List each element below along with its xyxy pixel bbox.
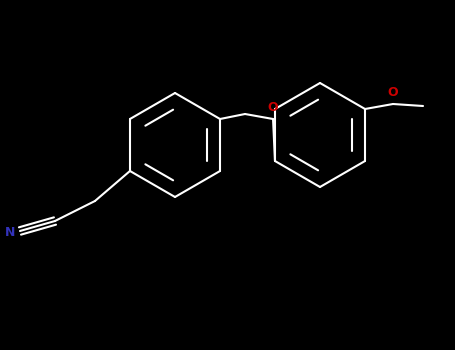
Text: O: O <box>388 85 398 98</box>
Text: O: O <box>268 100 278 113</box>
Text: N: N <box>5 225 15 238</box>
